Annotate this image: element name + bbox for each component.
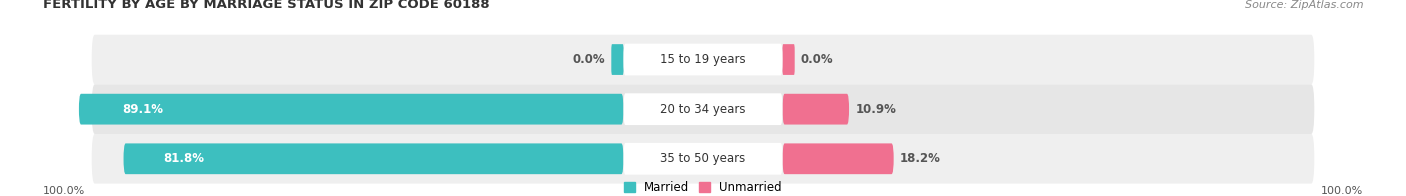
Text: 18.2%: 18.2% <box>900 152 941 165</box>
Text: 100.0%: 100.0% <box>42 186 84 196</box>
FancyBboxPatch shape <box>623 93 783 125</box>
FancyBboxPatch shape <box>91 35 1315 84</box>
FancyBboxPatch shape <box>783 44 794 75</box>
FancyBboxPatch shape <box>612 44 623 75</box>
Text: 81.8%: 81.8% <box>163 152 204 165</box>
FancyBboxPatch shape <box>783 94 849 124</box>
Text: 89.1%: 89.1% <box>122 103 163 116</box>
Text: 35 to 50 years: 35 to 50 years <box>661 152 745 165</box>
FancyBboxPatch shape <box>79 94 623 124</box>
Text: 0.0%: 0.0% <box>572 53 605 66</box>
FancyBboxPatch shape <box>623 44 783 75</box>
Text: 20 to 34 years: 20 to 34 years <box>661 103 745 116</box>
FancyBboxPatch shape <box>783 143 894 174</box>
Text: 100.0%: 100.0% <box>1322 186 1364 196</box>
Text: 0.0%: 0.0% <box>801 53 834 66</box>
FancyBboxPatch shape <box>91 134 1315 184</box>
Text: Source: ZipAtlas.com: Source: ZipAtlas.com <box>1244 0 1364 10</box>
FancyBboxPatch shape <box>623 143 783 175</box>
FancyBboxPatch shape <box>124 143 623 174</box>
Text: 15 to 19 years: 15 to 19 years <box>661 53 745 66</box>
FancyBboxPatch shape <box>91 84 1315 134</box>
Legend: Married, Unmarried: Married, Unmarried <box>624 181 782 194</box>
Text: 10.9%: 10.9% <box>855 103 896 116</box>
Text: FERTILITY BY AGE BY MARRIAGE STATUS IN ZIP CODE 60188: FERTILITY BY AGE BY MARRIAGE STATUS IN Z… <box>42 0 489 11</box>
